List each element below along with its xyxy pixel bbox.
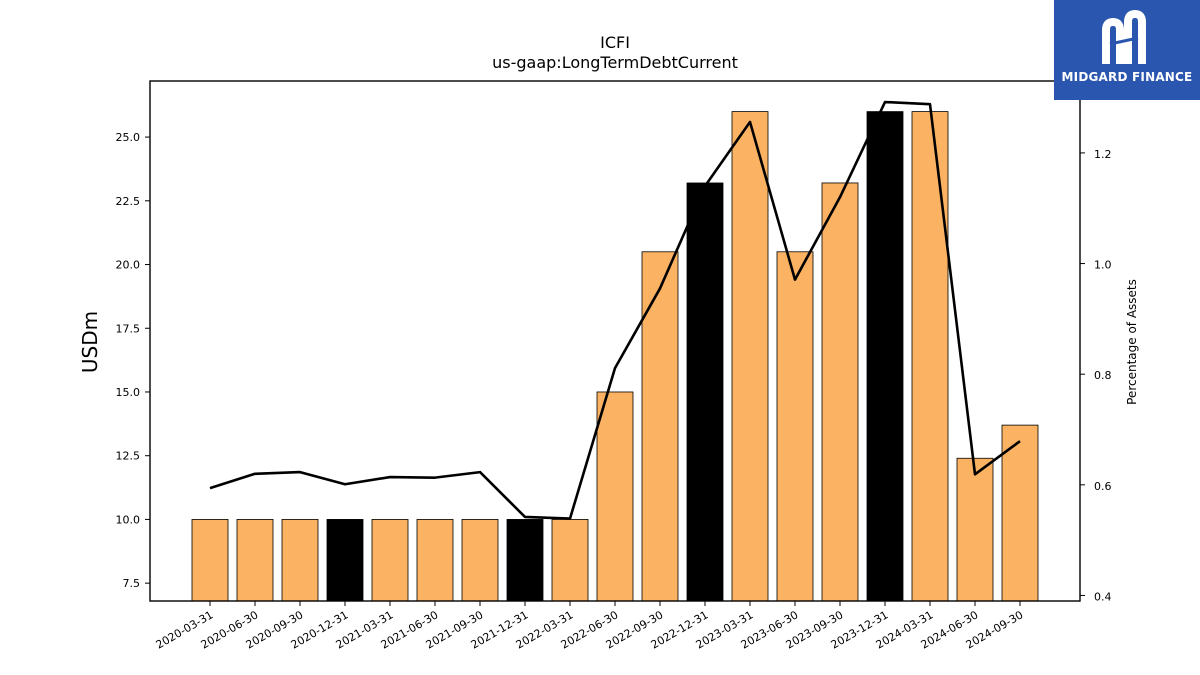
bar <box>281 519 319 602</box>
bar <box>776 251 814 602</box>
bar <box>821 182 859 602</box>
y-tick-label: 10.0 <box>116 513 141 526</box>
brand-logo: MIDGARD FINANCE <box>1054 0 1200 100</box>
bar <box>191 519 229 602</box>
bar <box>236 519 274 602</box>
y-tick-label: 15.0 <box>116 386 141 399</box>
y-right-tick-label: 0.8 <box>1094 369 1112 382</box>
y-axis-right-label: Percentage of Assets <box>1125 279 1139 405</box>
y-right-tick-label: 1.0 <box>1094 259 1112 272</box>
bar <box>371 519 409 602</box>
series-line <box>209 100 1021 520</box>
bar <box>461 519 499 602</box>
y-tick-label: 25.0 <box>116 131 141 144</box>
y-tick-label: 20.0 <box>116 259 141 272</box>
brand-name: MIDGARD FINANCE <box>1061 70 1193 84</box>
bar <box>506 519 544 602</box>
y-tick-label: 7.5 <box>123 577 141 590</box>
logo-mark-icon <box>1102 9 1146 64</box>
bar <box>416 519 454 602</box>
bar <box>1001 424 1039 602</box>
bar <box>956 457 994 602</box>
y-right-tick-label: 0.6 <box>1094 480 1112 493</box>
bar <box>686 182 724 602</box>
chart-subtitle: us-gaap:LongTermDebtCurrent <box>492 53 738 72</box>
y-tick-label: 17.5 <box>116 322 141 335</box>
bar <box>596 391 634 602</box>
plot-area: 7.5 10.0 12.5 15.0 17.5 20.0 22.5 25.0 0.4 0.6 0.8… <box>116 80 1112 652</box>
bar <box>911 111 949 602</box>
bar <box>551 519 589 602</box>
bar <box>641 251 679 602</box>
y-right-tick-label: 0.4 <box>1094 590 1112 603</box>
y-axis-label: USDm <box>78 311 102 373</box>
bar <box>866 111 904 602</box>
y-right-tick-label: 1.2 <box>1094 148 1112 161</box>
y-tick-label: 12.5 <box>116 450 141 463</box>
bar <box>731 111 769 602</box>
chart-title: ICFI <box>600 33 630 52</box>
bar <box>326 519 364 602</box>
y-tick-label: 22.5 <box>116 195 141 208</box>
